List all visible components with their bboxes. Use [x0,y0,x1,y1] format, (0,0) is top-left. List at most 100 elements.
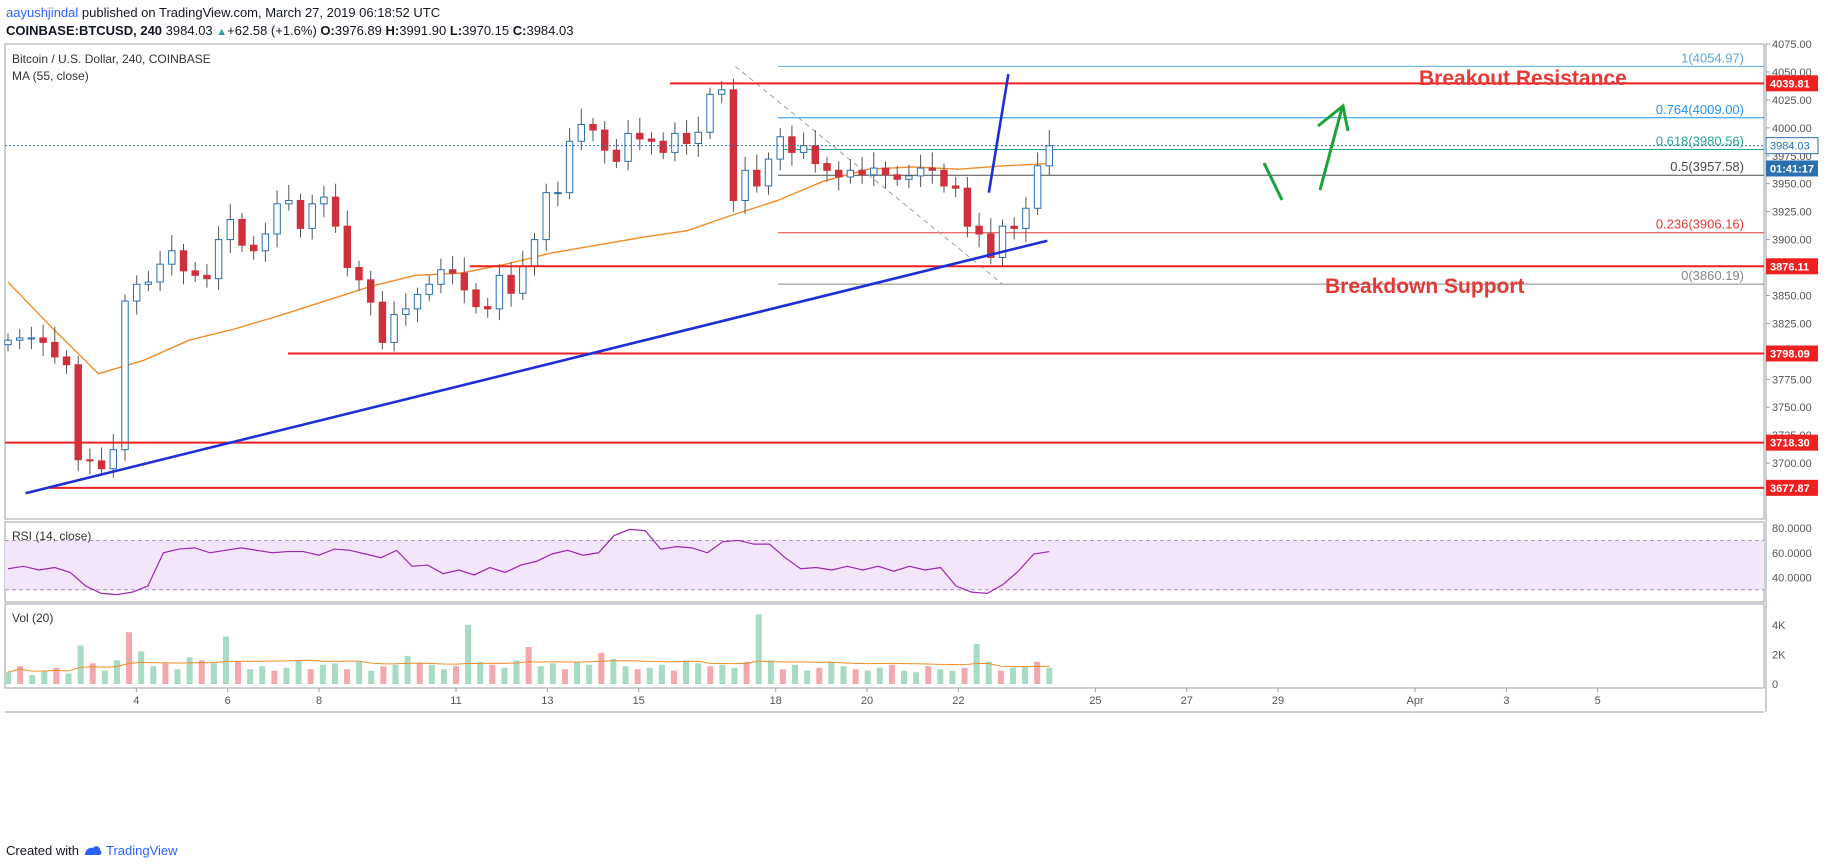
volume-ma-line [7,659,1050,673]
close-label: C: [512,23,527,38]
candle [413,287,422,323]
volume-bar [368,670,375,684]
candle-body [788,136,796,153]
volume-bar [997,670,1004,684]
volume-bar [295,660,302,684]
volume-bar [331,663,338,684]
candle-body [881,167,890,176]
countdown-tag [1766,160,1818,177]
volume-bar [138,651,145,684]
candle [717,80,726,104]
volume-bar [1022,666,1029,684]
candle [285,184,293,211]
candle-body [1022,207,1030,229]
triangle-up-icon: ▲ [216,26,228,38]
candle [86,448,94,475]
candle-body [39,337,47,343]
volume-bar [537,666,544,684]
y-tick-label: 3950.00 [1772,179,1812,191]
candle [799,132,808,160]
price-pane-frame [4,43,1765,520]
candle-body [565,140,574,194]
price-change: +62.58 (+1.6%) [227,23,317,38]
fib-retracement-diagonal [735,65,1003,285]
level-price-tag [1766,434,1818,451]
candle [366,270,375,316]
volume-bar [792,664,799,684]
candle-body [179,250,188,272]
candle-body [870,167,878,176]
breakout-arrow-shaft [1318,107,1344,191]
candle [928,152,937,184]
volume-bar [574,661,581,684]
candle-body [483,306,492,310]
candle-body [706,93,714,133]
candle [624,120,632,171]
rsi-band [5,540,1764,590]
candle-body [998,225,1007,258]
candle [753,154,761,193]
volume-bar [937,669,944,684]
candle [858,156,866,184]
level-price-tag [1766,258,1818,275]
candle-body [51,341,59,358]
candle [776,127,784,171]
candle [729,78,738,212]
candle-body [273,203,281,235]
level-price-tag [1766,479,1818,496]
rsi-tick-label: 80.0000 [1772,523,1812,535]
candle-body [238,218,246,246]
footer: Created with TradingView [6,843,178,858]
volume-tick-label: 0 [1772,679,1778,691]
trendline-support [25,239,1048,495]
volume-tick-label: 2K [1772,649,1786,661]
y-tick-label: 3775.00 [1772,374,1812,386]
candle [940,163,948,193]
candle-body [203,274,211,280]
candle [577,108,586,151]
level-price-label: 3798.09 [1770,348,1810,360]
volume-bar [162,663,169,684]
x-tick-label: 6 [225,695,231,707]
x-tick-label: 25 [1089,695,1101,707]
y-tick-label: 4000.00 [1772,123,1812,135]
candle [132,275,141,315]
candle [261,222,270,262]
volume-bar [913,672,920,684]
volume-bar [53,667,60,684]
breakdown-support-annotation: Breakdown Support [1325,275,1525,298]
volume-bar [453,666,460,684]
candle [472,283,480,314]
candle-body [905,175,913,180]
candle-body [355,267,363,281]
y-tick-label: 3700.00 [1772,458,1812,470]
candle [612,139,621,169]
volume-bar [973,644,980,684]
trendline-resistance [987,73,1010,193]
volume-bar [489,664,496,684]
candle-body [86,459,94,462]
candle-body [378,301,387,343]
candle-body [975,225,983,235]
candle [741,156,749,214]
candle-body [624,132,632,162]
ma55-line [7,162,1050,375]
volume-bar [222,636,229,684]
volume-bar [561,669,568,684]
candle [998,219,1007,267]
candle [320,185,328,218]
high-label: H: [385,23,400,38]
volume-bar [828,661,835,684]
volume-bar [876,667,883,684]
candle [51,326,59,364]
tradingview-brand[interactable]: TradingView [106,843,178,858]
candle [448,256,457,285]
candle [811,130,820,173]
last-price-label: 3984.03 [1770,141,1810,153]
tradingview-logo-icon [84,846,102,855]
candle [249,236,258,260]
volume-tick-label: 4K [1772,620,1786,632]
author-link[interactable]: aayushjindal [6,5,79,20]
publish-line: aayushjindal published on TradingView.co… [6,5,440,20]
